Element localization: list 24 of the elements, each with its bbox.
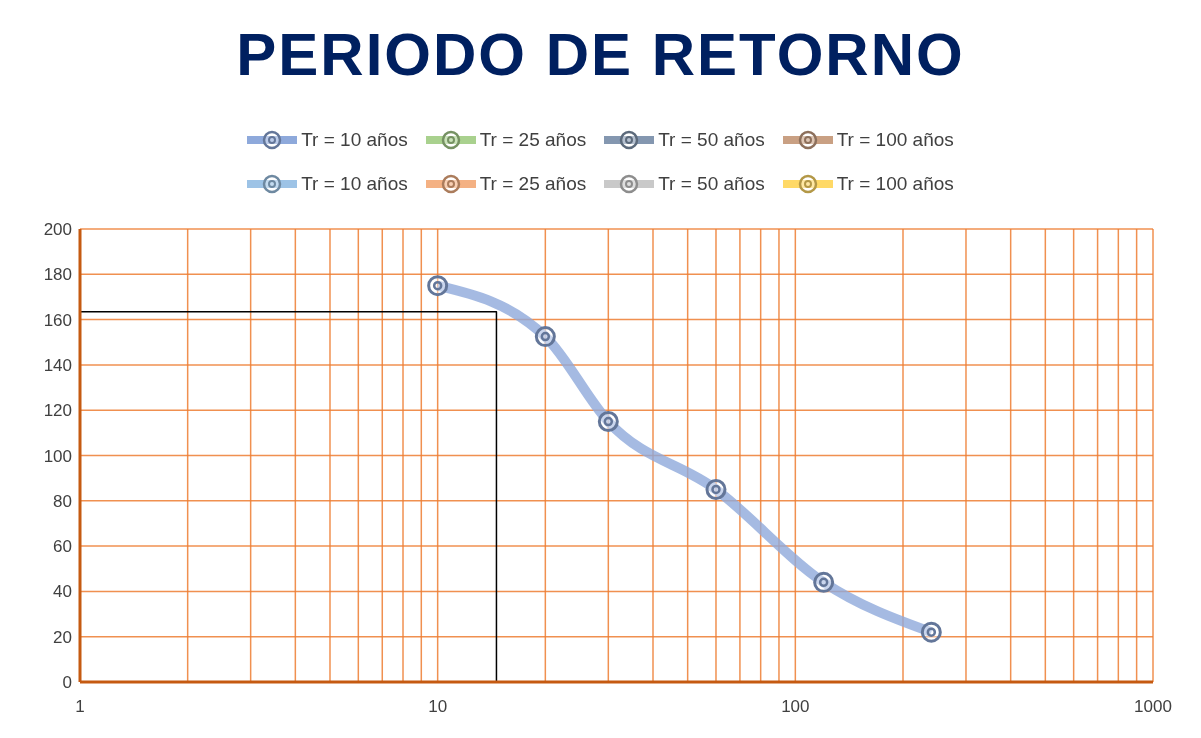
legend-label: Tr = 100 años	[836, 173, 954, 195]
legend-label: Tr = 100 años	[836, 129, 954, 151]
legend-label: Tr = 25 años	[479, 173, 587, 195]
chart-title: PERIODO DE RETORNO	[235, 20, 966, 89]
y-tick-label: 20	[53, 627, 72, 647]
y-tick-label: 140	[43, 355, 72, 375]
legend-label: Tr = 10 años	[301, 173, 408, 195]
x-tick-label: 10	[428, 697, 448, 717]
y-tick-label: 160	[43, 310, 72, 330]
y-tick-label: 200	[43, 220, 72, 240]
x-tick-label: 100	[781, 697, 810, 717]
x-tick-label: 1000	[1134, 697, 1172, 717]
y-tick-label: 60	[53, 537, 72, 557]
y-tick-label: 0	[62, 673, 72, 693]
legend-label: Tr = 50 años	[658, 173, 765, 195]
y-tick-label: 100	[43, 446, 72, 466]
y-tick-label: 120	[43, 401, 72, 421]
y-tick-label: 180	[43, 265, 72, 285]
x-tick-label: 1	[75, 697, 85, 717]
y-tick-label: 80	[53, 491, 72, 511]
legend-label: Tr = 25 años	[479, 129, 587, 151]
y-tick-label: 40	[53, 582, 72, 602]
legend-label: Tr = 50 años	[658, 129, 765, 151]
legend-label: Tr = 10 años	[301, 129, 408, 151]
